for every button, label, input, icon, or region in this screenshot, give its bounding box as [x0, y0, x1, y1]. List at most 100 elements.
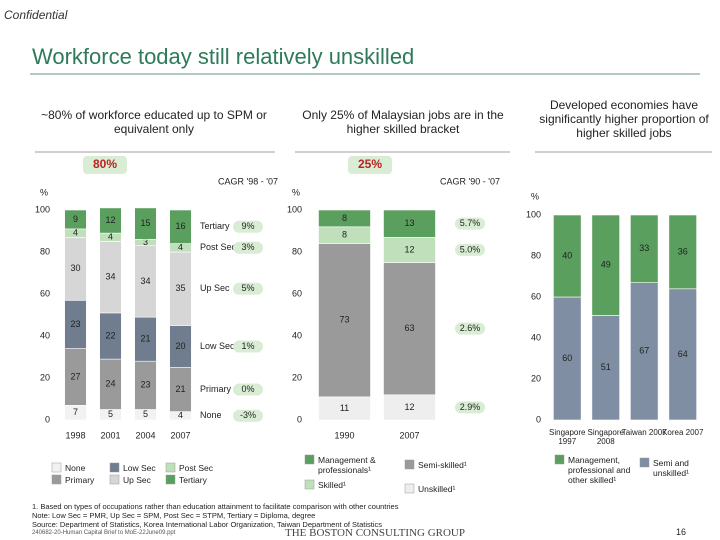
cagr-label: 1%: [241, 341, 254, 351]
cagr-title: CAGR '90 - '07: [440, 176, 500, 186]
data-label: 4: [73, 227, 78, 237]
series-label: None: [200, 410, 222, 420]
data-label: 12: [404, 402, 414, 412]
legend-swatch: [304, 479, 315, 490]
cagr-label: 5.0%: [460, 244, 481, 254]
cagr-title: CAGR '98 - '07: [218, 176, 278, 186]
legend-swatch: [51, 462, 62, 473]
legend-swatch: [404, 483, 415, 494]
bar-segment: [134, 207, 157, 240]
series-label: Up Sec: [200, 283, 230, 293]
data-label: 12: [404, 244, 414, 254]
data-label: 67: [639, 346, 649, 356]
legend-swatch: [639, 457, 650, 468]
legend-swatch: [109, 462, 120, 473]
data-label: 27: [70, 371, 80, 381]
data-label: 15: [140, 218, 150, 228]
y-tick-label: 80: [40, 246, 50, 256]
bar-segment: [99, 207, 122, 234]
data-label: 73: [339, 315, 349, 325]
legend-label: Unskilled¹: [418, 484, 456, 494]
x-tick-label: 1998: [65, 430, 85, 440]
y-tick-label: 100: [287, 204, 302, 214]
chart-title: Only 25% of Malaysian jobs are in the hi…: [302, 108, 504, 136]
data-label: 21: [140, 334, 150, 344]
cagr-label: 2.9%: [460, 402, 481, 412]
callout: 25%: [358, 157, 382, 171]
data-label: 60: [562, 353, 572, 363]
legend-swatch: [165, 462, 176, 473]
legend-swatch: [554, 454, 565, 465]
y-tick-label: 60: [40, 288, 50, 298]
data-label: 23: [70, 319, 80, 329]
cagr-pill: [233, 241, 263, 254]
cagr-pill: [233, 383, 263, 396]
data-label: 34: [105, 272, 115, 282]
x-tick-label: 2007: [170, 430, 190, 440]
series-label: Tertiary: [200, 221, 230, 231]
data-label: 4: [108, 232, 113, 242]
legend-swatch: [404, 459, 415, 470]
y-tick-label: 0: [297, 414, 302, 424]
legend-label: Management, professional and other skill…: [568, 455, 631, 485]
y-tick-label: 100: [526, 209, 541, 219]
y-tick-label: 40: [531, 332, 541, 342]
data-label: 24: [105, 379, 115, 389]
legend-label: Tertiary: [179, 475, 207, 485]
legend-label: Semi and unskilled¹: [653, 458, 689, 478]
data-label: 22: [105, 330, 115, 340]
footnote: 1. Based on types of occupations rather …: [32, 502, 399, 511]
x-tick-label: Singapore 1997: [549, 428, 586, 446]
cagr-label: 9%: [241, 221, 254, 231]
data-label: 8: [342, 230, 347, 240]
bar-segment: [383, 394, 436, 421]
bar-segment: [383, 262, 436, 396]
data-label: 36: [678, 246, 688, 256]
data-label: 16: [175, 221, 185, 231]
page-number: 16: [676, 527, 687, 537]
legend-swatch: [109, 474, 120, 485]
x-tick-label: Korea 2007: [662, 428, 704, 437]
cagr-pill: [455, 401, 485, 414]
cagr-label: 0%: [241, 384, 254, 394]
data-label: 5: [143, 409, 148, 419]
y-tick-label: 80: [292, 246, 302, 256]
y-axis-label: %: [292, 187, 300, 197]
series-label: Post Sec: [200, 242, 237, 252]
y-tick-label: 20: [40, 372, 50, 382]
y-axis-label: %: [531, 191, 539, 201]
y-tick-label: 60: [531, 291, 541, 301]
legend-label: Semi-skilled¹: [418, 460, 467, 470]
data-label: 64: [678, 349, 688, 359]
cagr-pill: [455, 322, 485, 335]
legend-swatch: [51, 474, 62, 485]
file-name: 240682-20-Human Capital Brief to MoE-22J…: [32, 530, 176, 536]
y-tick-label: 0: [536, 414, 541, 424]
cagr-pill: [455, 217, 485, 230]
x-tick-label: 2001: [100, 430, 120, 440]
legend-label: Primary: [65, 475, 95, 485]
bar-segment: [553, 296, 582, 421]
y-axis-label: %: [40, 187, 48, 197]
cagr-pill: [233, 340, 263, 353]
data-label: 8: [342, 213, 347, 223]
legend-swatch: [165, 474, 176, 485]
data-label: 21: [175, 384, 185, 394]
data-label: 3: [143, 237, 148, 247]
bar-segment: [591, 214, 620, 316]
cagr-pill: [455, 243, 485, 256]
x-tick-label: 1990: [334, 430, 354, 440]
series-label: Low Sec: [200, 341, 235, 351]
y-tick-label: 0: [45, 414, 50, 424]
y-tick-label: 40: [292, 330, 302, 340]
cagr-pill: [233, 220, 263, 233]
bar-segment: [630, 282, 659, 421]
callout-box: [348, 156, 392, 174]
chart-title: ~80% of workforce educated up to SPM or …: [41, 108, 267, 136]
x-tick-label: 2004: [135, 430, 155, 440]
data-label: 35: [175, 283, 185, 293]
data-label: 5: [108, 409, 113, 419]
data-label: 13: [404, 218, 414, 228]
